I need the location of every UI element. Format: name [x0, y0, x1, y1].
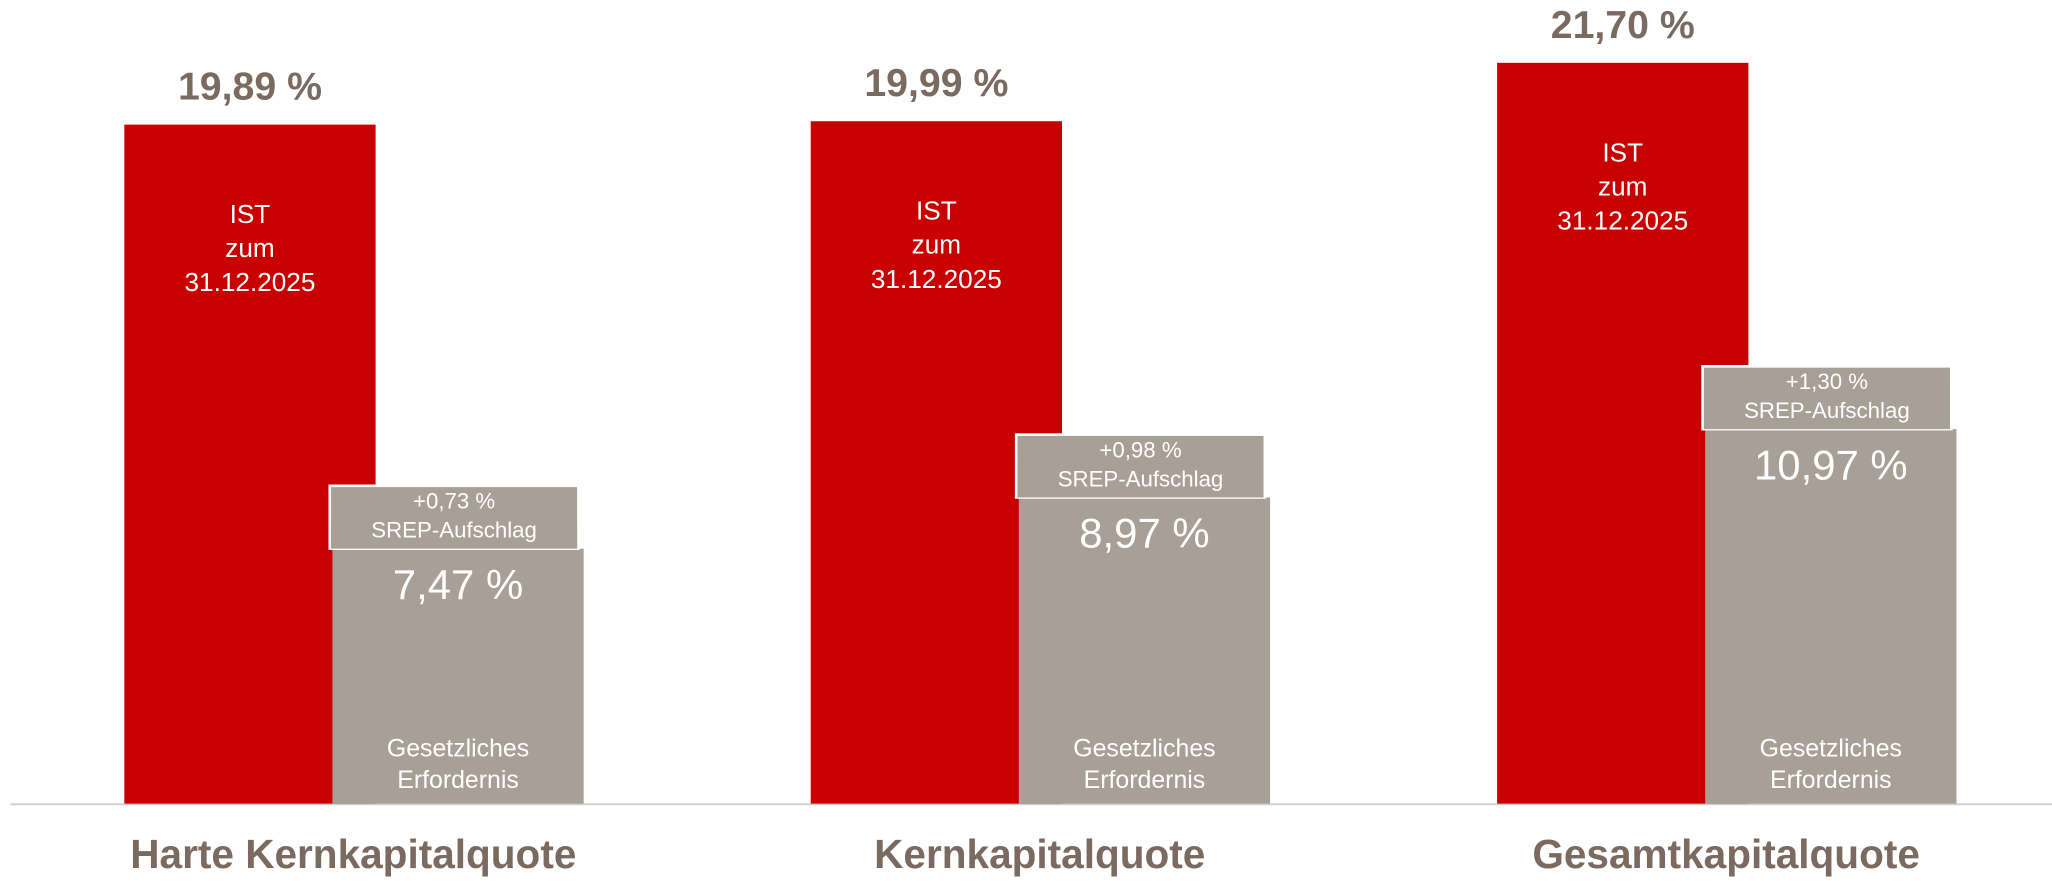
bar [1018, 497, 1271, 804]
bar-label: zum [225, 233, 274, 263]
value-label: +1,30 % [1786, 369, 1868, 394]
bar-segment [1017, 463, 1264, 498]
value-label: 8,97 % [1079, 510, 1209, 557]
value-label: 21,70 % [1551, 3, 1695, 47]
bar-segment [331, 523, 578, 549]
bar-label: SREP-Aufschlag [1058, 466, 1224, 491]
x-tick-label: Harte Kernkapitalquote [130, 831, 576, 877]
value-label: 19,99 % [864, 61, 1008, 105]
bar-label: Gesetzliches [387, 735, 529, 763]
bar-label: Gesetzliches [1760, 735, 1902, 763]
value-label: +0,73 % [413, 489, 495, 514]
bar-label: IST [230, 199, 271, 229]
bar-label: SREP-Aufschlag [371, 517, 537, 542]
bar-label: 31.12.2025 [871, 264, 1002, 294]
value-label: 7,47 % [393, 561, 523, 608]
bar-label: Erfordernis [1084, 766, 1206, 794]
bar-label: IST [916, 196, 957, 226]
value-label: 19,89 % [178, 65, 322, 109]
bar [1705, 429, 1957, 804]
value-label: 10,97 % [1754, 441, 1908, 488]
bar-label: 31.12.2025 [184, 267, 315, 297]
bar-label: Erfordernis [1770, 766, 1892, 794]
bar-label: Gesetzliches [1073, 735, 1215, 763]
x-tick-label: Kernkapitalquote [874, 831, 1205, 877]
bar [332, 548, 584, 804]
bar-label: SREP-Aufschlag [1744, 398, 1910, 423]
bar-label: zum [1598, 171, 1647, 201]
bar-label: 31.12.2025 [1557, 205, 1688, 235]
bar-label: Erfordernis [397, 766, 519, 794]
bar-label: IST [1602, 137, 1643, 167]
x-tick-label: Gesamtkapitalquote [1532, 831, 1920, 877]
bar-label: zum [912, 230, 961, 260]
bar-segment [1703, 384, 1950, 430]
value-label: +0,98 % [1099, 437, 1181, 462]
